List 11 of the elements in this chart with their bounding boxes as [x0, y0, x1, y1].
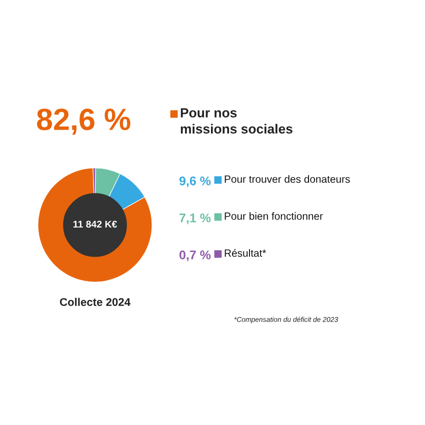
legend-label: Pour trouver des donateurs [224, 175, 350, 183]
data-label: 7,1 % [180, 214, 211, 224]
legend-label: Pour nos missions sociales [180, 108, 292, 134]
donut-slice [38, 168, 152, 282]
text: 11 842 K€ [73, 220, 117, 228]
legend-label: Résultat* [224, 249, 266, 257]
data-label: 0,7 % [179, 250, 211, 262]
data-label: 9,6 % [179, 176, 211, 188]
legend-label: Pour bien fonctionner [224, 212, 323, 220]
data-label: 82,6 % [36, 108, 130, 135]
text: Collecte 2024 [60, 298, 130, 306]
